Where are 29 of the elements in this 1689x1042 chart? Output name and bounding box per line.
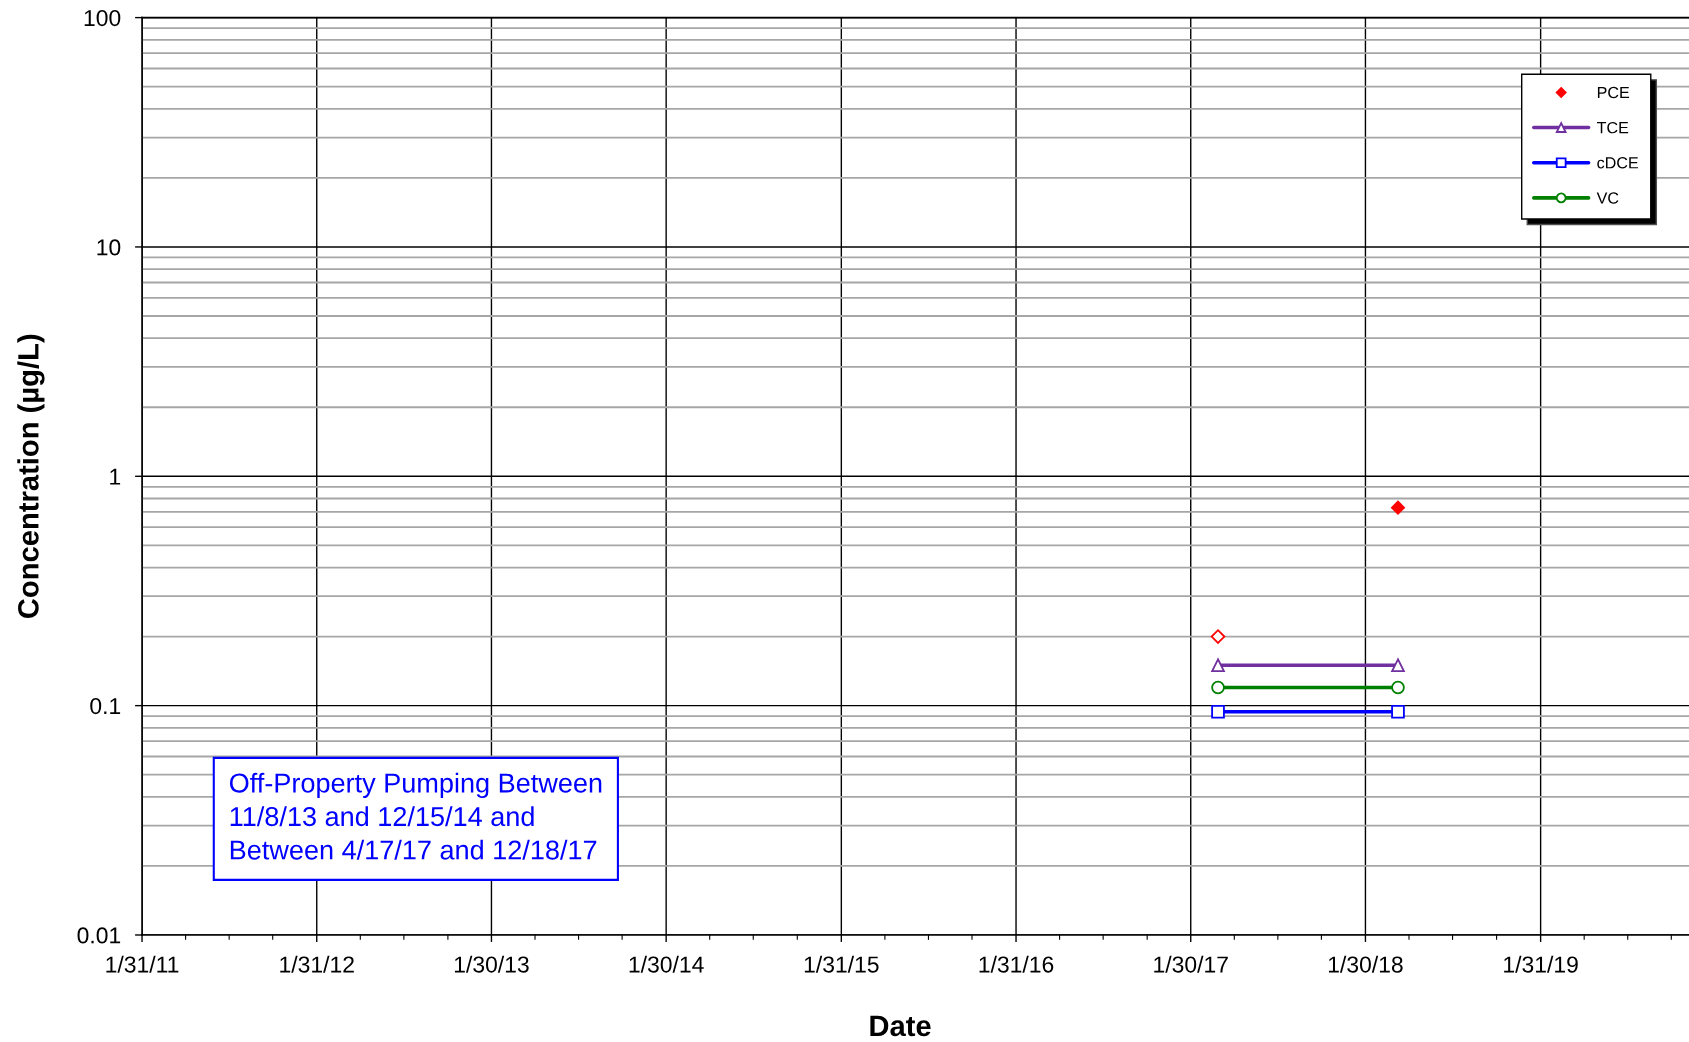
point bbox=[1391, 658, 1405, 673]
y-axis-title: Concentration (µg/L) bbox=[17, 334, 45, 618]
point bbox=[1391, 680, 1405, 695]
annotation: Off-Property Pumping Between 11/8/13 and 12/15/14 and Between 4/17/17 and 12/18/17 bbox=[229, 772, 602, 860]
x-tick-label: 1/30/17 bbox=[1154, 955, 1228, 973]
point bbox=[1211, 680, 1225, 695]
legend-label: VC bbox=[1596, 192, 1619, 204]
x-tick-label: 1/31/15 bbox=[804, 955, 879, 973]
x-tick-label: 1/30/18 bbox=[1328, 955, 1403, 973]
x-tick-label: 1/30/14 bbox=[629, 955, 704, 973]
legend-label: PCE bbox=[1597, 86, 1630, 99]
x-tick-label: 1/31/19 bbox=[1504, 955, 1578, 973]
point bbox=[1391, 704, 1405, 719]
point bbox=[1210, 629, 1226, 644]
y-tick-label: 0.01 bbox=[77, 927, 121, 944]
point bbox=[1211, 704, 1225, 719]
y-tick-label: 1 bbox=[110, 468, 121, 485]
x-tick-label: 1/31/11 bbox=[106, 955, 179, 973]
x-tick-label: 1/31/16 bbox=[979, 955, 1054, 973]
x-axis-title: Date bbox=[870, 1015, 931, 1037]
legend-label: cDCE bbox=[1597, 157, 1638, 169]
legend-label: TCE bbox=[1596, 121, 1629, 134]
y-tick-label: 100 bbox=[84, 9, 121, 27]
x-tick-label: 1/31/12 bbox=[280, 955, 354, 973]
x-tick-label: 1/30/13 bbox=[454, 955, 529, 973]
point bbox=[1211, 658, 1225, 673]
y-tick-label: 10 bbox=[97, 239, 121, 256]
point bbox=[1390, 500, 1406, 515]
y-tick-label: 0.1 bbox=[90, 697, 121, 715]
